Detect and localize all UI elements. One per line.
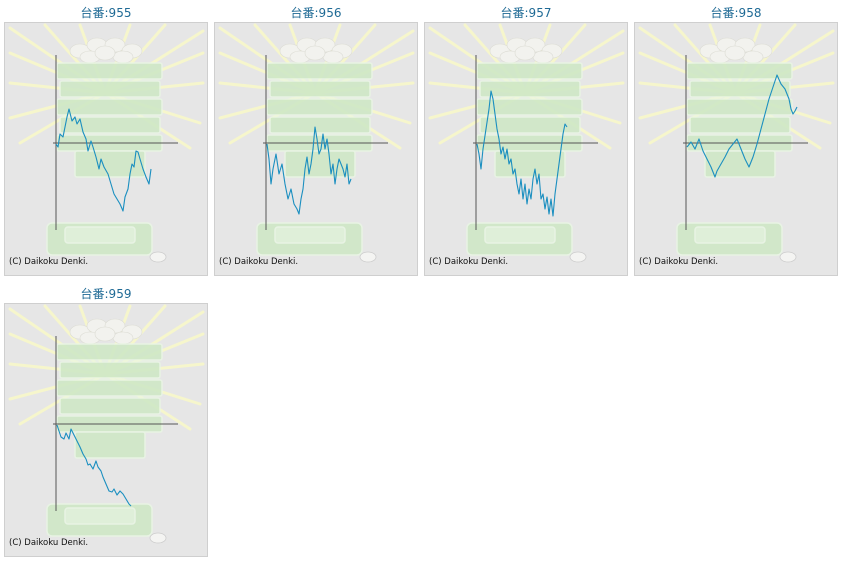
graph-card: (C) Daikoku Denki.	[214, 22, 418, 276]
graph-card: (C) Daikoku Denki.	[634, 22, 838, 276]
slump-graph	[8, 23, 205, 264]
copyright: (C) Daikoku Denki.	[219, 257, 299, 267]
slump-graph	[218, 23, 415, 264]
copyright: (C) Daikoku Denki.	[9, 538, 89, 548]
unit-title[interactable]: 台番:959	[80, 287, 132, 301]
unit-title[interactable]: 台番:957	[500, 6, 552, 20]
slump-line	[686, 74, 798, 178]
slump-graph	[428, 23, 625, 264]
unit-955: 台番:955 (C) Daikoku Denki.	[4, 0, 208, 276]
copyright: (C) Daikoku Denki.	[9, 257, 89, 267]
graph-card: (C) Daikoku Denki.	[424, 22, 628, 276]
unit-958: 台番:958 (C) Daikoku Denki.	[634, 0, 838, 276]
slump-line	[266, 126, 352, 215]
unit-959: 台番:959 (C) Daikoku Denki.	[4, 281, 208, 557]
slump-line	[56, 424, 132, 507]
unit-956: 台番:956 (C) Daikoku Denki.	[214, 0, 418, 276]
unit-title[interactable]: 台番:958	[710, 6, 762, 20]
slump-line	[476, 90, 568, 217]
graph-card: (C) Daikoku Denki.	[4, 22, 208, 276]
unit-title[interactable]: 台番:956	[290, 6, 342, 20]
unit-957: 台番:957 (C) Daikoku Denki.	[424, 0, 628, 276]
graph-card: (C) Daikoku Denki.	[4, 303, 208, 557]
unit-title[interactable]: 台番:955	[80, 6, 132, 20]
slump-line	[55, 108, 152, 212]
copyright: (C) Daikoku Denki.	[429, 257, 509, 267]
slump-graph	[638, 23, 835, 264]
slump-graph	[8, 304, 205, 545]
copyright: (C) Daikoku Denki.	[639, 257, 719, 267]
